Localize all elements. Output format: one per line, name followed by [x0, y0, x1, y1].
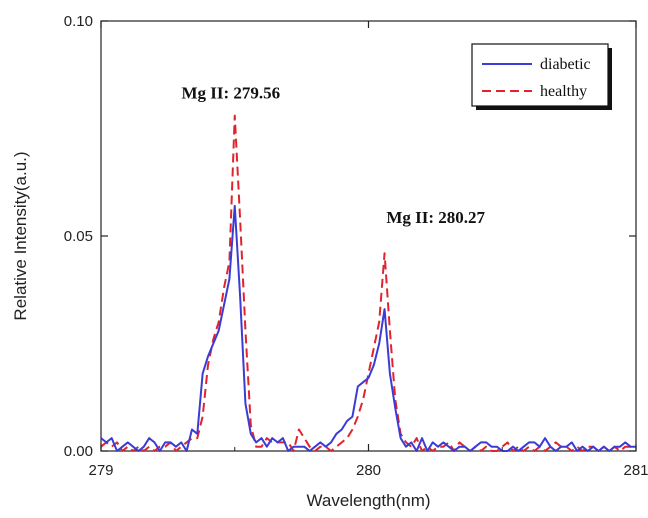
- x-axis-label: Wavelength(nm): [306, 491, 430, 510]
- legend-box: [471, 43, 609, 107]
- y-tick-label: 0.00: [64, 443, 93, 460]
- tick-layer: 279 280 281 0.00 0.05 0.10: [64, 13, 648, 479]
- legend: diabetic healthy: [471, 43, 612, 110]
- annotation-mg-280: Mg II: 280.27: [386, 208, 485, 227]
- series-line-diabetic: [100, 204, 636, 452]
- y-tick-label: 0.05: [64, 228, 93, 245]
- annotation-mg-279: Mg II: 279.56: [181, 83, 280, 102]
- y-axis-label: Relative Intensity(a.u.): [11, 151, 30, 320]
- series-layer: [100, 114, 636, 452]
- x-tick-label: 279: [88, 462, 113, 479]
- x-tick-label: 281: [623, 462, 648, 479]
- y-tick-label: 0.10: [64, 13, 93, 30]
- x-tick-label: 280: [356, 462, 381, 479]
- legend-label-diabetic: diabetic: [540, 56, 591, 73]
- legend-label-healthy: healthy: [540, 83, 587, 100]
